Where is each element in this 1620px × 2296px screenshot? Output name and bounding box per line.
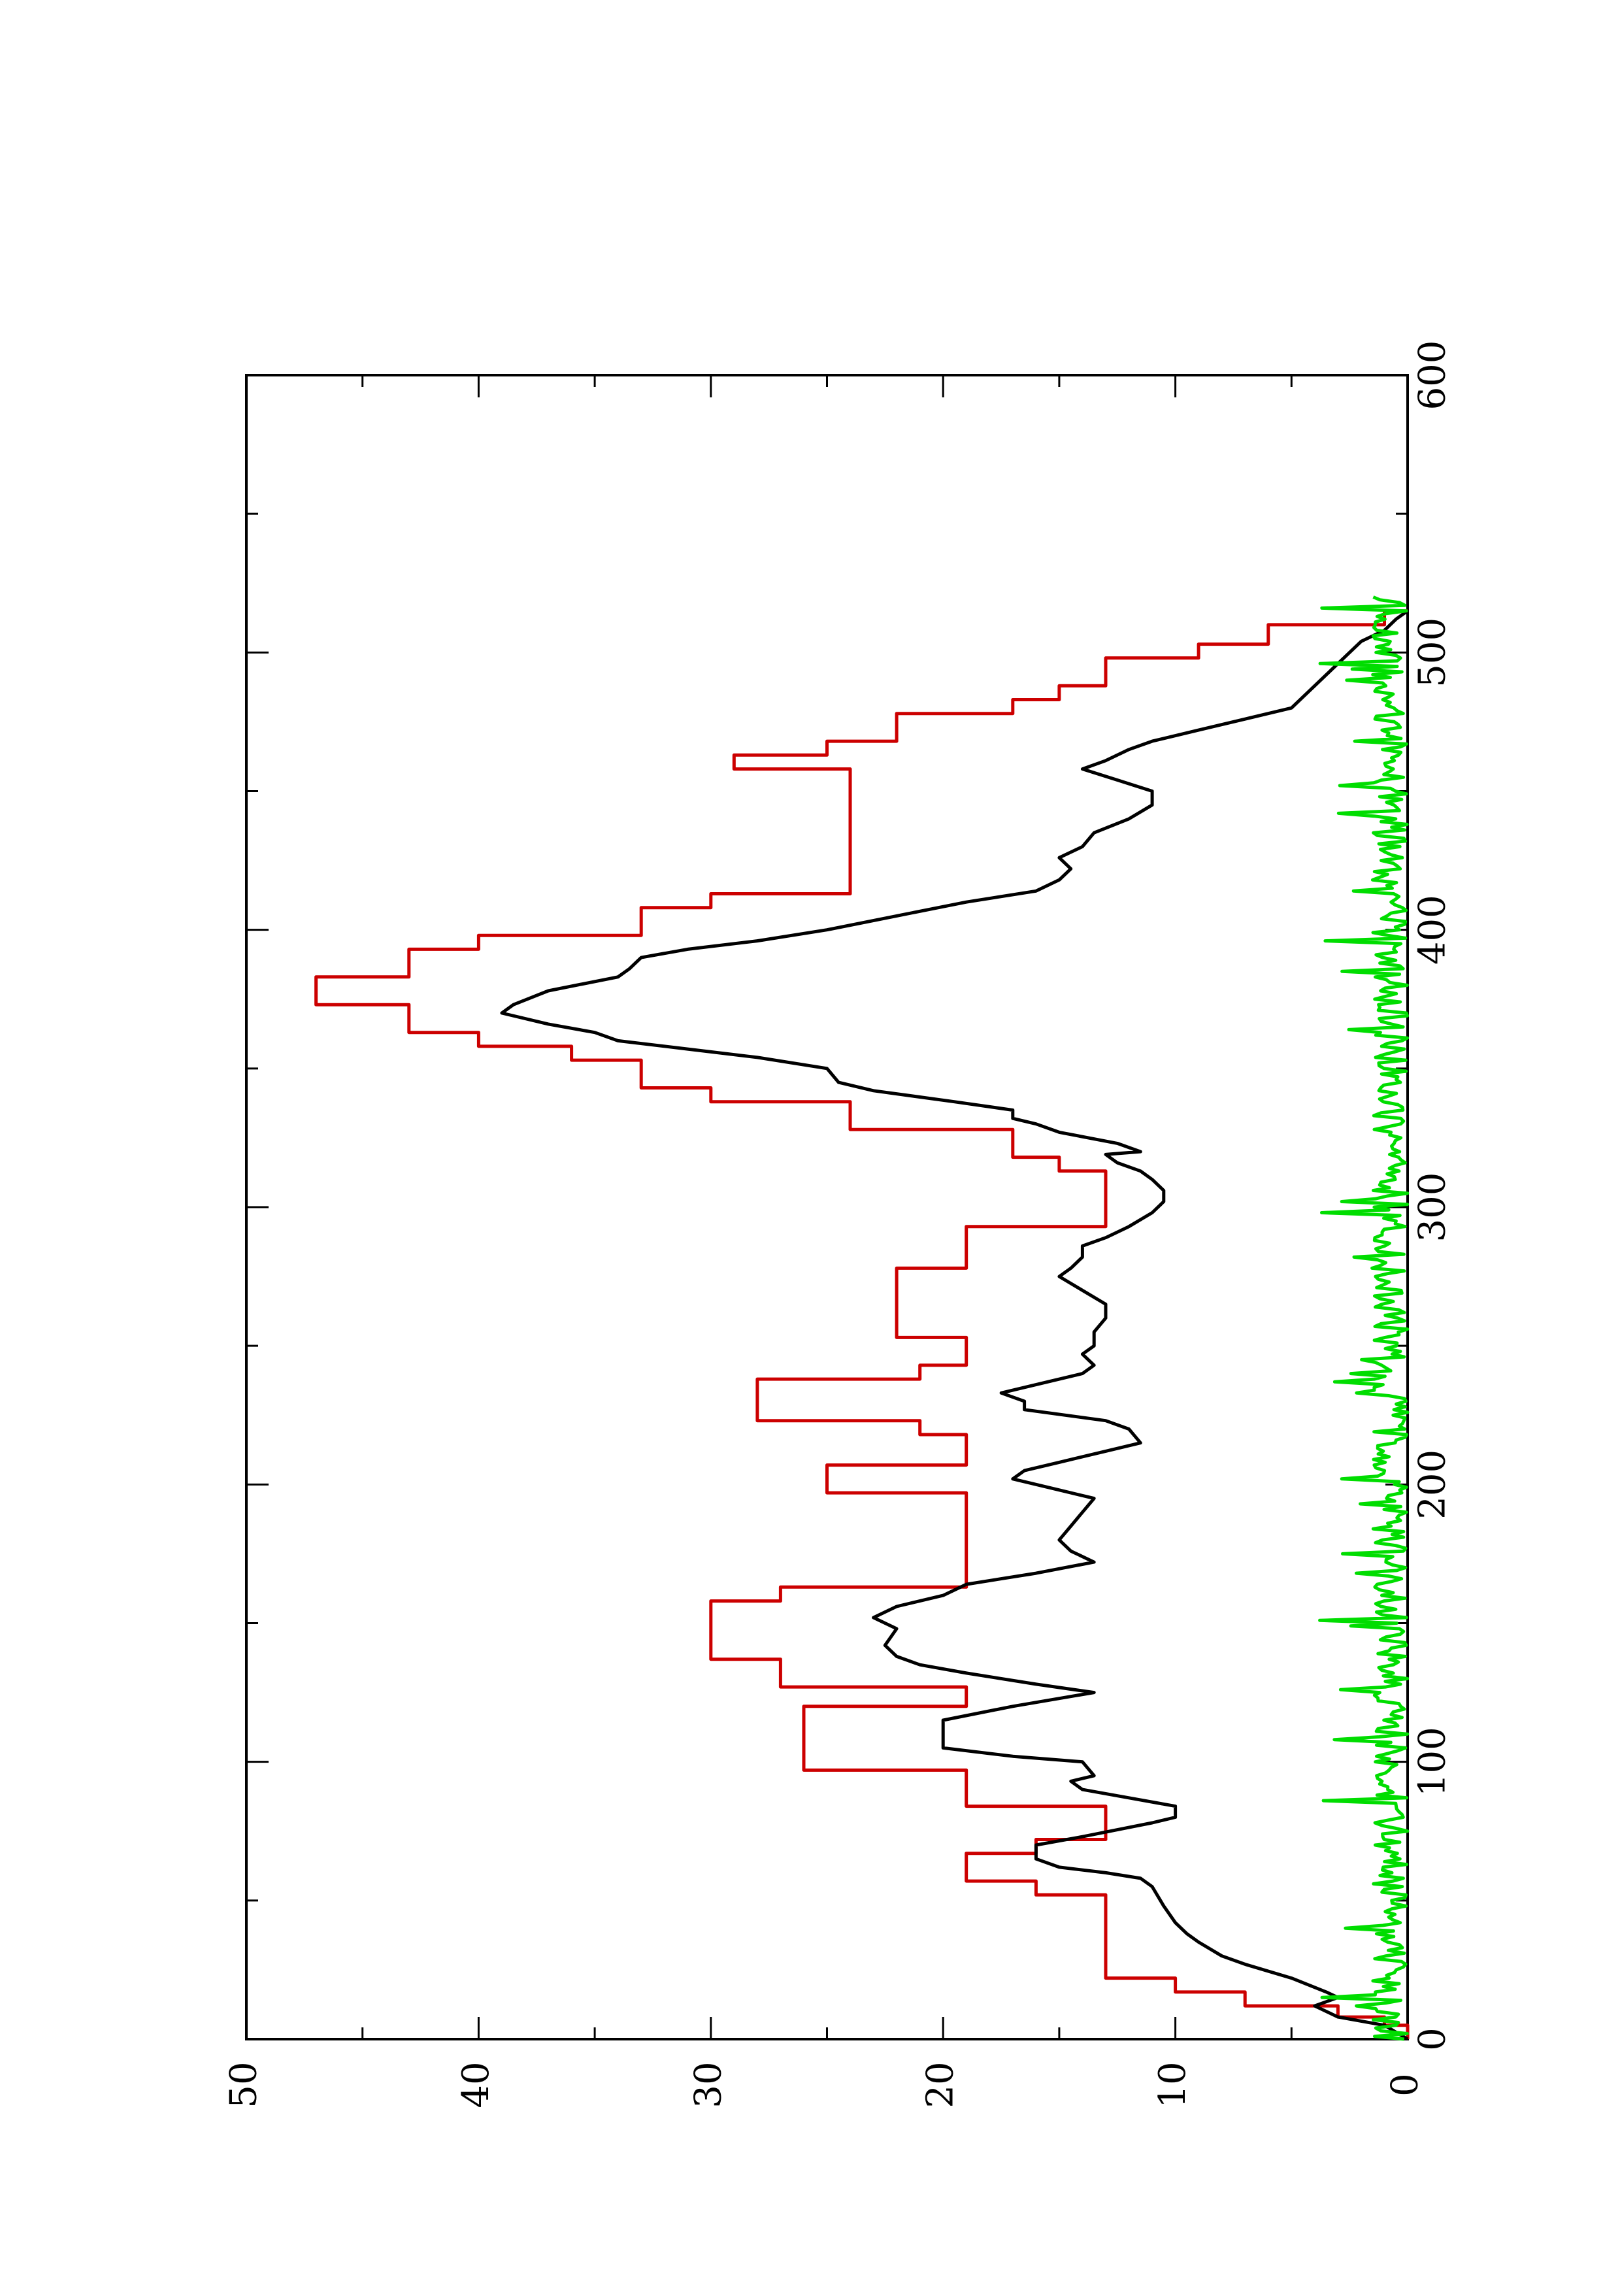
y-tick-label: 20 [919, 2061, 962, 2108]
x-tick-label: 400 [1412, 895, 1454, 965]
y-tick-label: 10 [1151, 2061, 1194, 2108]
series-layer [314, 595, 1410, 2041]
series-line-2 [500, 609, 1409, 2041]
x-tick-label: 200 [1412, 1450, 1454, 1520]
x-tick-label: 0 [1412, 2027, 1454, 2051]
y-tick-label: 40 [455, 2061, 497, 2108]
series-line-3 [1318, 595, 1410, 2041]
tick-labels: 0 100 200 300 400 500 600 0 10 20 30 40 50 [223, 341, 1454, 2108]
x-tick-label: 300 [1412, 1173, 1454, 1242]
x-tick-label: 600 [1412, 341, 1454, 410]
y-tick-label: 30 [687, 2061, 729, 2108]
y-tick-label: 50 [223, 2061, 265, 2108]
tick-marks [245, 374, 1409, 2040]
x-tick-label: 500 [1412, 618, 1454, 688]
x-tick-label: 100 [1412, 1727, 1454, 1797]
y-tick-label: 0 [1384, 2073, 1427, 2097]
series-line-1 [314, 609, 1410, 2039]
chart-frame [245, 374, 1409, 2040]
